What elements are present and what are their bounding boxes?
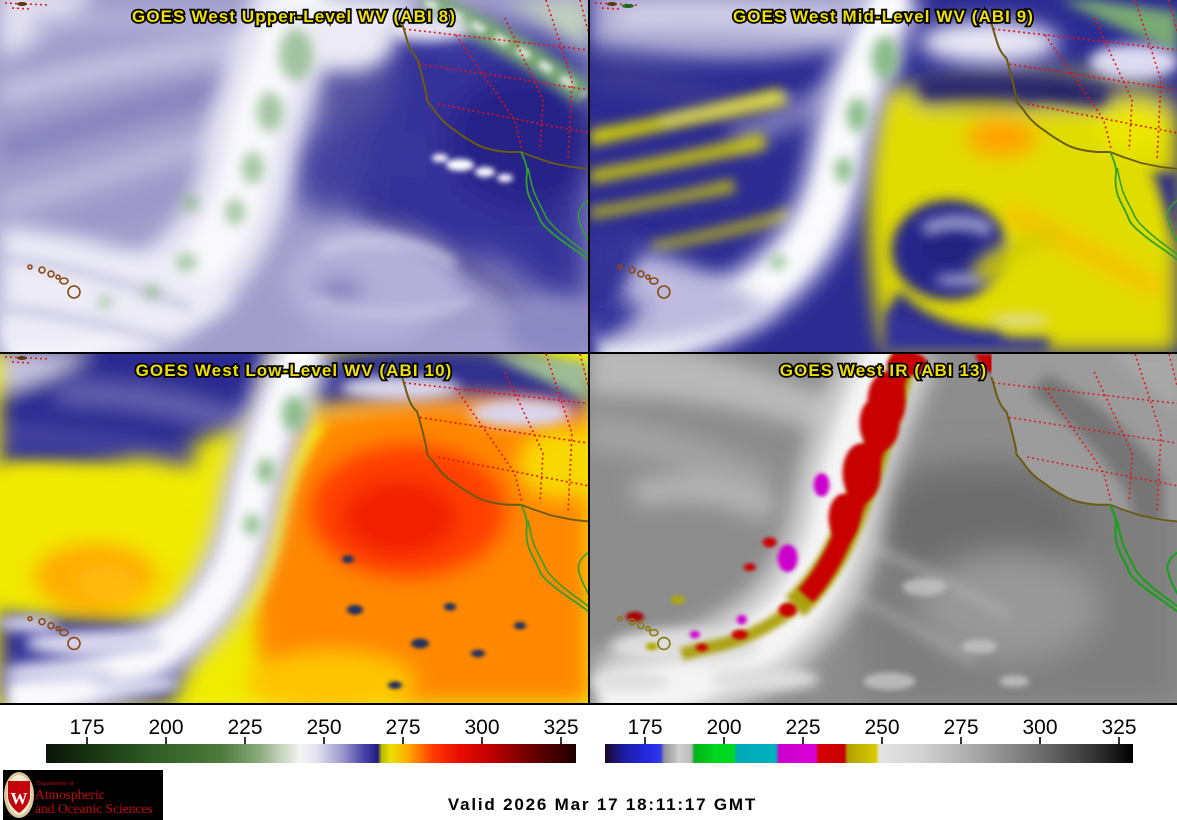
- svg-text:225: 225: [227, 716, 262, 739]
- svg-text:W: W: [11, 789, 28, 808]
- svg-text:325: 325: [543, 716, 578, 739]
- svg-text:and Oceanic Sciences: and Oceanic Sciences: [35, 801, 153, 816]
- svg-text:175: 175: [627, 716, 662, 739]
- svg-text:GOES West Upper-Level WV (ABI: GOES West Upper-Level WV (ABI 8): [132, 7, 456, 26]
- svg-text:300: 300: [1022, 716, 1057, 739]
- svg-text:200: 200: [706, 716, 741, 739]
- svg-text:GOES West IR (ABI 13): GOES West IR (ABI 13): [780, 361, 988, 380]
- svg-text:175: 175: [69, 716, 104, 739]
- svg-text:275: 275: [385, 716, 420, 739]
- svg-text:250: 250: [864, 716, 899, 739]
- svg-text:Department of: Department of: [36, 780, 75, 787]
- svg-text:225: 225: [785, 716, 820, 739]
- svg-text:325: 325: [1101, 716, 1136, 739]
- svg-text:275: 275: [943, 716, 978, 739]
- svg-text:300: 300: [464, 716, 499, 739]
- svg-text:GOES West Low-Level WV (ABI 10: GOES West Low-Level WV (ABI 10): [136, 361, 453, 380]
- svg-text:Atmospheric: Atmospheric: [35, 787, 105, 802]
- svg-text:200: 200: [148, 716, 183, 739]
- svg-text:GOES West Mid-Level WV (ABI 9): GOES West Mid-Level WV (ABI 9): [733, 7, 1034, 26]
- svg-text:250: 250: [306, 716, 341, 739]
